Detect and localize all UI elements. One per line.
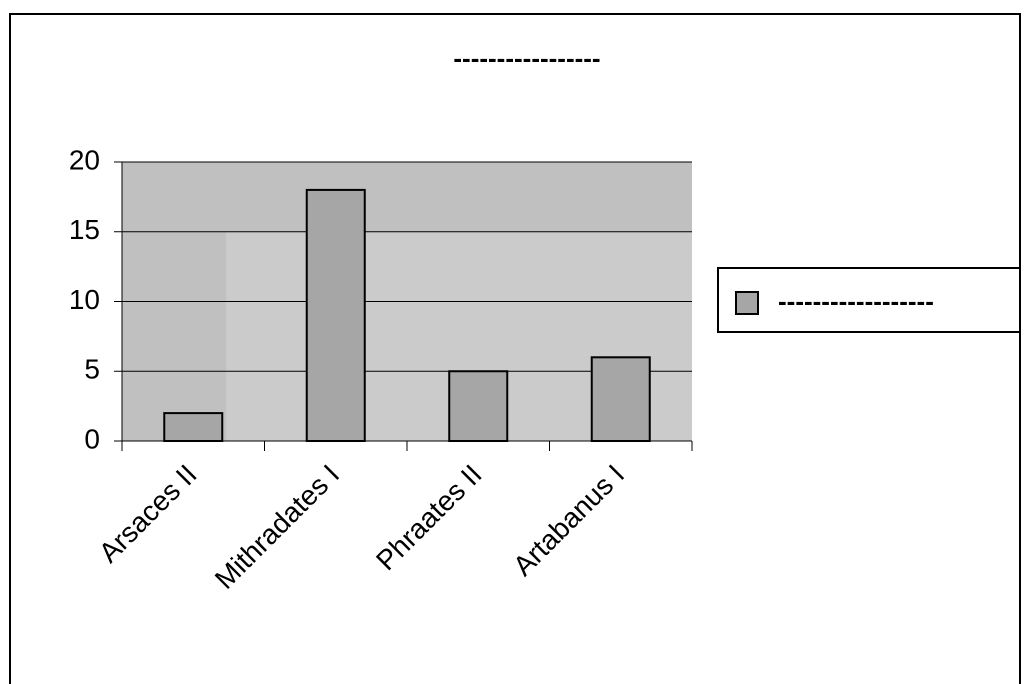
chart-title: ----------------- (453, 43, 600, 73)
y-tick-label: 15 (69, 214, 100, 245)
bar (590, 356, 651, 442)
bar (448, 370, 509, 442)
bar (305, 188, 366, 442)
legend-label: ------------------ (778, 286, 934, 316)
y-tick-label: 0 (84, 423, 100, 454)
y-tick-label: 20 (69, 144, 100, 175)
bar (163, 412, 224, 443)
legend-swatch (735, 291, 759, 315)
legend-box (717, 267, 1021, 333)
y-tick-label: 10 (69, 284, 100, 315)
y-tick-label: 5 (84, 354, 100, 385)
